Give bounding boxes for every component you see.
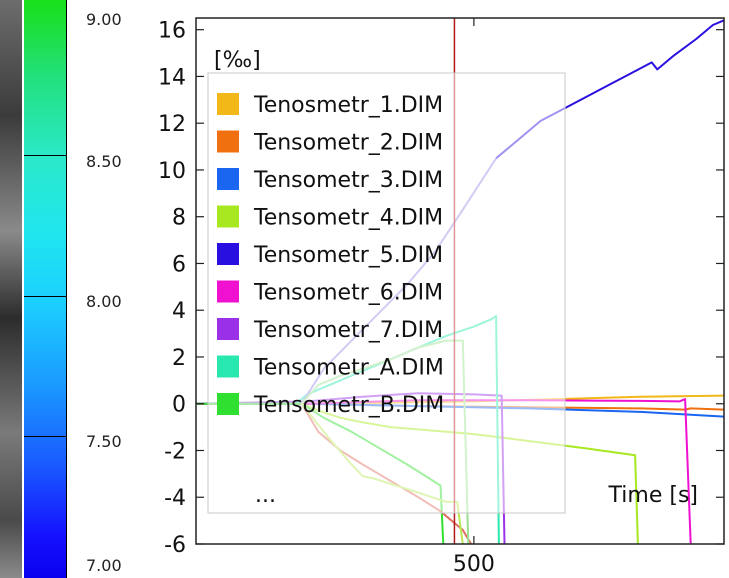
legend-label: Tensometr_7.DIM: [253, 318, 443, 343]
y-tick-label: 4: [172, 299, 186, 324]
legend-more: ...: [255, 483, 276, 508]
legend-swatch: [217, 318, 239, 340]
legend-swatch: [217, 93, 239, 115]
colorbar-label: 7.50: [86, 432, 122, 451]
legend-swatch: [217, 355, 239, 378]
legend-swatch: [217, 130, 239, 153]
plot-frame: [195, 17, 725, 545]
legend-label: Tensometr_A.DIM: [253, 356, 444, 381]
legend-swatch: [217, 205, 239, 228]
y-tick-label: 10: [158, 159, 186, 184]
colorbar: [24, 0, 67, 578]
colorbar-label: 8.50: [86, 152, 122, 171]
legend-box: [207, 72, 566, 514]
y-tick-label: 2: [172, 346, 186, 371]
background-photo-strip: [0, 0, 22, 578]
legend-label: Tensometr_5.DIM: [253, 243, 443, 268]
legend-swatch: [217, 168, 239, 190]
colorbar-tick: [24, 155, 66, 156]
y-tick-label: 12: [158, 112, 186, 137]
y-tick-label: -2: [164, 439, 186, 464]
y-tick-label: 16: [158, 19, 186, 44]
legend-label: Tensometr_2.DIM: [253, 131, 443, 156]
y-tick-label: 0: [172, 393, 186, 418]
legend-swatch: [217, 280, 239, 303]
x-tick-label: 500: [453, 552, 495, 577]
colorbar-label-min: 7.00: [86, 556, 122, 575]
legend-swatch: [217, 243, 239, 265]
legend-swatch: [217, 393, 239, 415]
y-tick-label: 6: [172, 252, 186, 277]
colorbar-tick: [24, 296, 66, 297]
colorbar-label: 8.00: [86, 292, 122, 311]
y-tick-label: -4: [164, 486, 186, 511]
colorbar-tick: [24, 436, 66, 437]
legend-label: Tensometr_B.DIM: [253, 393, 444, 418]
legend-label: Tensometr_6.DIM: [253, 281, 443, 306]
colorbar-label-max: 9.00: [86, 10, 122, 29]
unit-label: [‰]: [214, 48, 261, 73]
y-tick-label: -6: [164, 533, 186, 558]
legend-label: Tenosmetr_1.DIM: [253, 93, 443, 118]
legend-label: Tensometr_4.DIM: [253, 206, 443, 231]
x-axis-title: Time [s]: [608, 483, 698, 508]
legend-label: Tensometr_3.DIM: [253, 168, 443, 193]
y-tick-label: 14: [158, 65, 186, 90]
y-tick-label: 8: [172, 206, 186, 231]
